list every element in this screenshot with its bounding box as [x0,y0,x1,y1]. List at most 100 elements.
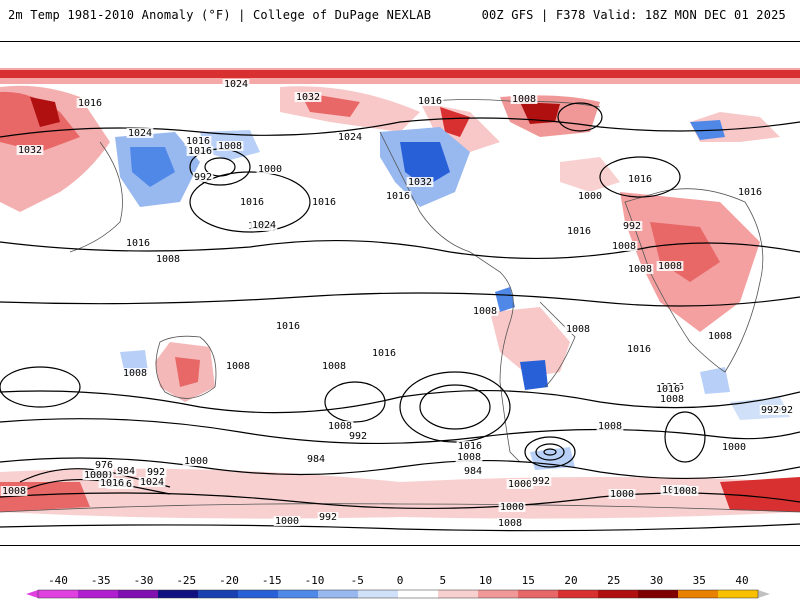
isobar-label: 1024 [252,220,276,231]
isobar-label-bg [274,321,302,331]
isobar-label-bg [720,442,748,452]
isobar-label: 1000 [258,164,282,175]
isobar-label-bg [154,254,182,264]
isobar-label: 992 [147,467,165,478]
isobar-label: 1016 [418,96,442,107]
model-run-info: 00Z GFS | F378 Valid: 18Z MON DEC 01 202… [481,8,786,22]
isobar-label: 1000 [184,456,208,467]
isobar-label: 1016 [656,384,680,395]
legend-tick-label: -40 [48,574,68,587]
isobar-label: 1032 [18,145,42,156]
isobar-label-bg [250,220,278,230]
isobar-label: 1016 [188,146,212,157]
legend-swatch [278,590,319,598]
isobar-label: 1016 [738,187,762,198]
isobar-label: 976 [95,460,113,471]
isobar-label: 1024 [338,132,362,143]
isobar-label-bg [216,141,244,151]
isobar-label: 984 [117,466,135,477]
isobar-label: 1016 [312,197,336,208]
isobar-label-bg [626,264,654,274]
isobar-label: 992 [532,476,550,487]
isobar-label-bg [121,368,149,378]
isobar-label: 1016 [627,344,651,355]
isobar-label-bg [506,479,534,489]
legend-tick-label: 0 [396,574,404,587]
legend-border [37,589,759,599]
isobar-label-bg [576,191,604,201]
legend-tick-label: -15 [261,574,282,587]
isobar-label-bg [608,489,636,499]
isobar-label-bg [498,502,526,512]
isobar-label-bg [186,146,214,156]
isobar-label-bg [671,486,699,496]
map-title: 2m Temp 1981-2010 Anomaly (°F) | College… [8,8,432,22]
isobar-label: 992 [319,512,337,523]
isobar-label: 1008 [457,452,481,463]
isobar-label: 1008 [123,368,147,379]
isobar-label-bg [305,454,327,464]
isobar-label: 1008 [226,361,250,372]
isobar-label-bg [654,384,682,394]
isobar-label-bg [326,421,354,431]
isobar-label-bg [621,221,643,231]
isobar-label: 992 [623,221,641,232]
legend-tick-label: 35 [692,574,706,587]
isobar-label-bg [256,164,284,174]
isobar-label: 1016 [186,136,210,147]
legend-swatch [38,590,79,598]
color-legend [0,570,800,600]
isobar-label-bg [115,466,137,476]
isobar-label-bg [706,331,734,341]
legend-swatch [478,590,519,598]
isobar-label: 1000 [275,516,299,527]
legend-tick-label: -25 [176,574,197,587]
isobar-label: 992 [194,172,212,183]
legend-swatch [78,590,119,598]
legend-swatch [558,590,599,598]
isobar-label-bg [224,361,252,371]
isobar-label-bg [273,516,301,526]
isobar-label-bg [462,466,484,476]
isobar-label-bg [564,324,592,334]
legend-labels: -40 -35 -30 -25 -20 -15 -10 -5 0 5 10 15 20 25 30 35 40 [0,574,800,588]
legend-tick-label: 25 [607,574,621,587]
isobar-label-bg [192,172,214,182]
legend-swatch [718,590,759,598]
isobar-label: 1008 [473,306,497,317]
isobar-label-bg [759,405,781,415]
isobar-label: 1008 [512,94,536,105]
isobar-label: 1016 [78,98,102,109]
legend-swatch [358,590,399,598]
isobar-label-bg [98,478,126,488]
isobar-label-bg [370,348,398,358]
isobar-label: 1016 [100,478,124,489]
isobar-label: 1000 [610,489,634,500]
isobar-label: 1008 [658,261,682,272]
isobar-label-bg [596,421,624,431]
isobar-label-bg [347,431,369,441]
isobar-label: 1008 [628,264,652,275]
legend-swatch [318,590,359,598]
isobar-label: 1000 [508,479,532,490]
isobar-label: 1016 [628,174,652,185]
legend-tick-label: 20 [564,574,578,587]
isobar-label-bg [384,191,412,201]
isobar-label-bg [496,518,524,528]
isobar-label-bg [320,361,348,371]
legend-swatch [638,590,679,598]
isobar-label: 1008 [2,486,26,497]
isobar-label-bg [124,238,152,248]
isobar-label: 1008 [218,141,242,152]
isobar-label: 1008 [566,324,590,335]
isobar-label-bg [626,174,654,184]
isobar-label: 1008 [708,331,732,342]
isobar-label-bg [530,476,552,486]
isobar-label-bg [565,226,593,236]
isobar-label: 1000 [500,502,524,513]
isobar-label: 1000 [722,442,746,453]
legend-swatch [678,590,719,598]
isobar-label-bg [294,92,322,102]
legend-swatch [198,590,239,598]
